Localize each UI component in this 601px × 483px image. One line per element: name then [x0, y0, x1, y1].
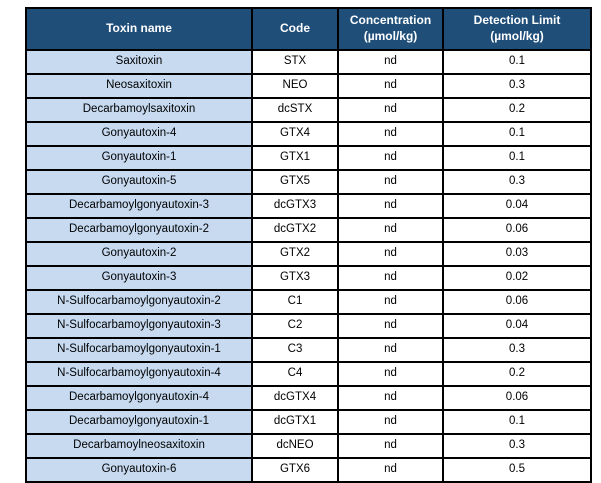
column-header-toxin-name: Toxin name — [25, 7, 253, 51]
code-cell: dcGTX3 — [251, 193, 339, 219]
concentration-cell: nd — [337, 97, 444, 123]
code-cell: dcSTX — [251, 97, 339, 123]
code-cell: dcGTX1 — [251, 409, 339, 435]
toxin-name-cell: N-Sulfocarbamoylgonyautoxin-4 — [25, 361, 253, 387]
concentration-cell: nd — [337, 433, 444, 459]
table-row: Gonyautoxin-5 GTX5 nd 0.3 — [25, 169, 592, 195]
concentration-cell: nd — [337, 337, 444, 363]
table-header: Toxin name Code Concentration (µmol/kg) … — [25, 7, 592, 51]
toxin-name-cell: Gonyautoxin-3 — [25, 265, 253, 291]
toxin-name-cell: Decarbamoylsaxitoxin — [25, 97, 253, 123]
code-cell: GTX3 — [251, 265, 339, 291]
header-row: Toxin name Code Concentration (µmol/kg) … — [25, 7, 592, 51]
table-row: Gonyautoxin-1 GTX1 nd 0.1 — [25, 145, 592, 171]
table-row: N-Sulfocarbamoylgonyautoxin-1 C3 nd 0.3 — [25, 337, 592, 363]
table-row: Decarbamoylgonyautoxin-3 dcGTX3 nd 0.04 — [25, 193, 592, 219]
code-cell: C2 — [251, 313, 339, 339]
toxin-name-cell: Gonyautoxin-4 — [25, 121, 253, 147]
concentration-cell: nd — [337, 361, 444, 387]
table-row: Decarbamoylgonyautoxin-1 dcGTX1 nd 0.1 — [25, 409, 592, 435]
concentration-cell: nd — [337, 313, 444, 339]
detection-limit-cell: 0.2 — [442, 361, 592, 387]
table-row: N-Sulfocarbamoylgonyautoxin-2 C1 nd 0.06 — [25, 289, 592, 315]
detection-limit-cell: 0.3 — [442, 73, 592, 99]
concentration-cell: nd — [337, 73, 444, 99]
detection-limit-cell: 0.2 — [442, 97, 592, 123]
detection-limit-cell: 0.1 — [442, 121, 592, 147]
code-cell: GTX2 — [251, 241, 339, 267]
code-cell: GTX5 — [251, 169, 339, 195]
table-row: Gonyautoxin-3 GTX3 nd 0.02 — [25, 265, 592, 291]
table-row: Neosaxitoxin NEO nd 0.3 — [25, 73, 592, 99]
toxin-name-cell: N-Sulfocarbamoylgonyautoxin-2 — [25, 289, 253, 315]
column-header-code: Code — [251, 7, 339, 51]
detection-limit-cell: 0.04 — [442, 313, 592, 339]
code-cell: NEO — [251, 73, 339, 99]
table-row: Decarbamoylsaxitoxin dcSTX nd 0.2 — [25, 97, 592, 123]
detection-limit-cell: 0.06 — [442, 217, 592, 243]
detection-limit-cell: 0.04 — [442, 193, 592, 219]
detection-limit-cell: 0.1 — [442, 49, 592, 75]
detection-limit-cell: 0.02 — [442, 265, 592, 291]
detection-limit-cell: 0.03 — [442, 241, 592, 267]
detection-limit-cell: 0.1 — [442, 145, 592, 171]
table-row: N-Sulfocarbamoylgonyautoxin-3 C2 nd 0.04 — [25, 313, 592, 339]
concentration-cell: nd — [337, 385, 444, 411]
detection-limit-cell: 0.5 — [442, 457, 592, 483]
concentration-cell: nd — [337, 193, 444, 219]
code-cell: STX — [251, 49, 339, 75]
concentration-cell: nd — [337, 121, 444, 147]
toxin-name-cell: Decarbamoylgonyautoxin-4 — [25, 385, 253, 411]
toxin-name-cell: Gonyautoxin-6 — [25, 457, 253, 483]
table-row: N-Sulfocarbamoylgonyautoxin-4 C4 nd 0.2 — [25, 361, 592, 387]
toxin-name-cell: Decarbamoylgonyautoxin-1 — [25, 409, 253, 435]
code-cell: dcGTX2 — [251, 217, 339, 243]
toxin-name-cell: N-Sulfocarbamoylgonyautoxin-1 — [25, 337, 253, 363]
toxin-name-cell: Decarbamoylgonyautoxin-3 — [25, 193, 253, 219]
table-row: Decarbamoylneosaxitoxin dcNEO nd 0.3 — [25, 433, 592, 459]
column-header-detection-limit: Detection Limit (µmol/kg) — [442, 7, 592, 51]
concentration-cell: nd — [337, 457, 444, 483]
table-body: Saxitoxin STX nd 0.1 Neosaxitoxin NEO nd 0.3 Dec… — [25, 49, 592, 483]
toxin-name-cell: Decarbamoylneosaxitoxin — [25, 433, 253, 459]
table-row: Saxitoxin STX nd 0.1 — [25, 49, 592, 75]
detection-limit-cell: 0.3 — [442, 169, 592, 195]
code-cell: C3 — [251, 337, 339, 363]
concentration-cell: nd — [337, 409, 444, 435]
detection-limit-cell: 0.3 — [442, 433, 592, 459]
toxin-name-cell: Gonyautoxin-5 — [25, 169, 253, 195]
toxin-name-cell: Gonyautoxin-2 — [25, 241, 253, 267]
detection-limit-cell: 0.1 — [442, 409, 592, 435]
detection-limit-cell: 0.06 — [442, 289, 592, 315]
column-header-concentration: Concentration (µmol/kg) — [337, 7, 444, 51]
code-cell: GTX6 — [251, 457, 339, 483]
code-cell: dcNEO — [251, 433, 339, 459]
code-cell: C1 — [251, 289, 339, 315]
detection-limit-cell: 0.3 — [442, 337, 592, 363]
table-row: Gonyautoxin-4 GTX4 nd 0.1 — [25, 121, 592, 147]
code-cell: dcGTX4 — [251, 385, 339, 411]
toxin-name-cell: Neosaxitoxin — [25, 73, 253, 99]
toxin-name-cell: Decarbamoylgonyautoxin-2 — [25, 217, 253, 243]
table-row: Gonyautoxin-6 GTX6 nd 0.5 — [25, 457, 592, 483]
concentration-cell: nd — [337, 145, 444, 171]
concentration-cell: nd — [337, 169, 444, 195]
table-row: Gonyautoxin-2 GTX2 nd 0.03 — [25, 241, 592, 267]
toxin-name-cell: Gonyautoxin-1 — [25, 145, 253, 171]
concentration-cell: nd — [337, 241, 444, 267]
detection-limit-cell: 0.06 — [442, 385, 592, 411]
table-row: Decarbamoylgonyautoxin-2 dcGTX2 nd 0.06 — [25, 217, 592, 243]
table-row: Decarbamoylgonyautoxin-4 dcGTX4 nd 0.06 — [25, 385, 592, 411]
code-cell: GTX1 — [251, 145, 339, 171]
code-cell: GTX4 — [251, 121, 339, 147]
concentration-cell: nd — [337, 265, 444, 291]
code-cell: C4 — [251, 361, 339, 387]
toxin-concentration-table: Toxin name Code Concentration (µmol/kg) … — [25, 7, 592, 483]
toxin-name-cell: Saxitoxin — [25, 49, 253, 75]
concentration-cell: nd — [337, 289, 444, 315]
concentration-cell: nd — [337, 49, 444, 75]
concentration-cell: nd — [337, 217, 444, 243]
toxin-name-cell: N-Sulfocarbamoylgonyautoxin-3 — [25, 313, 253, 339]
